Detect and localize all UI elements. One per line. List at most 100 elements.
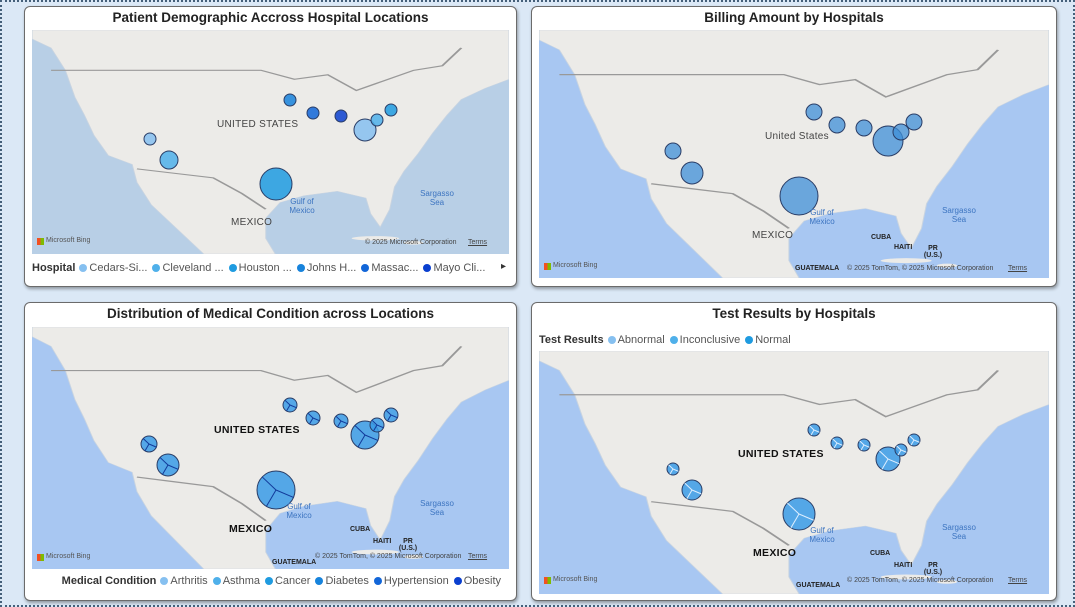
map-label: Atl <box>499 170 509 179</box>
location-bubble <box>353 118 377 142</box>
pie-slice-edge <box>373 424 378 432</box>
pie-slice-edge <box>909 435 915 441</box>
pie-slice-edge <box>790 513 800 529</box>
map-label: Gulf of Mexico <box>289 197 315 215</box>
pie-slice-edge <box>672 468 679 472</box>
legend-swatch <box>669 335 678 344</box>
map-label: PR (U.S.) <box>398 538 418 552</box>
pie-slice-edge <box>261 476 277 491</box>
map[interactable]: UNITED STATES MEXICO Gulf of Mexico Sargass… <box>32 30 509 254</box>
map-label[interactable]: Terms <box>468 553 488 560</box>
legend: Medical Condition Arthritis Asthma Cancer Di… <box>62 575 506 587</box>
location-bubble <box>664 142 682 160</box>
pie-slice-edge <box>385 409 392 416</box>
border <box>51 47 463 92</box>
pie-slice-edge <box>340 420 348 425</box>
pie-slice-edge <box>836 442 843 446</box>
panel: Billing Amount by Hospitals United State… <box>531 6 1057 287</box>
pie-slice-edge <box>335 415 342 422</box>
map-label: Microsoft Bing <box>553 576 598 583</box>
legend-label: Mayo Cli... <box>433 262 486 274</box>
pie-slice-edge <box>809 425 815 431</box>
pie-slice-edge <box>167 464 179 470</box>
legend-next-arrow[interactable]: ▸ <box>501 261 507 272</box>
map-label: Sargasso Sea <box>420 189 454 207</box>
legend-label: Asthma <box>222 575 260 587</box>
pie-slice-edge <box>354 425 366 436</box>
map-label: Microsoft Bing <box>46 237 91 244</box>
map-label: At <box>1039 176 1049 185</box>
island <box>404 241 424 245</box>
border <box>136 168 267 210</box>
border <box>51 346 463 394</box>
legend-label: Obesity <box>463 575 501 587</box>
map[interactable]: United States MEXICO Gulf of Mexico Sargass… <box>539 30 1049 278</box>
pie-slice-edge <box>896 445 902 451</box>
pie-slice-edge <box>357 434 366 448</box>
land <box>32 30 509 254</box>
pie-slice-edge <box>159 457 169 466</box>
island <box>936 263 958 268</box>
bing-logo <box>37 238 44 245</box>
location-bubble <box>805 103 823 121</box>
legend-item: Arthritis <box>160 575 208 587</box>
panel-title: Test Results by Hospitals <box>712 306 876 321</box>
map-label[interactable]: Terms <box>1008 577 1028 584</box>
panel-title: Patient Demographic Accross Hospital Loc… <box>112 10 429 25</box>
map-label: © 2025 TomTom, © 2025 Microsoft Corporat… <box>847 265 994 272</box>
legend-swatch <box>373 576 382 585</box>
border <box>136 476 267 521</box>
legend-item: Johns H... <box>296 262 356 274</box>
location-bubble <box>855 119 873 137</box>
map-label[interactable]: Terms <box>468 239 488 246</box>
pie-slice-edge <box>668 464 674 470</box>
map[interactable]: UNITED STATES MEXICO Gulf of Mexico Sargass… <box>32 327 509 569</box>
location-bubble <box>370 113 384 127</box>
map-label: Gulf of Mexico <box>809 208 835 226</box>
pie-slice-edge <box>162 464 169 475</box>
pie-slice-edge <box>887 458 900 465</box>
map-label: © 2025 TomTom, © 2025 Microsoft Corporat… <box>847 577 994 584</box>
land <box>32 327 509 569</box>
pie-slice-edge <box>148 443 157 448</box>
panel: Distribution of Medical Condition across… <box>24 302 517 601</box>
pie-slice-edge <box>669 468 674 475</box>
panel-title: Billing Amount by Hospitals <box>704 10 884 25</box>
location-bubble <box>892 123 910 141</box>
pie-slice-edge <box>810 429 815 436</box>
map-label: United States <box>765 131 829 142</box>
location-bubble <box>905 113 923 131</box>
pie-slice-edge <box>275 489 294 498</box>
pie-slice-edge <box>691 489 702 495</box>
location-bubble <box>283 93 297 107</box>
map-label[interactable]: Terms <box>1008 265 1028 272</box>
legend-label: Cedars-Si... <box>89 262 148 274</box>
map-label: At <box>1039 496 1049 505</box>
pie-slice-edge <box>307 412 314 419</box>
pie-slice-edge <box>832 438 838 444</box>
pie-slice-edge <box>798 513 814 521</box>
land <box>539 351 1049 594</box>
location-bubble <box>259 167 293 201</box>
map-label: © 2025 Microsoft Corporation <box>365 239 457 246</box>
location-bubble <box>384 103 398 117</box>
legend-label: Hypertension <box>383 575 449 587</box>
legend-item: Normal <box>745 334 791 346</box>
land-layer <box>32 327 509 569</box>
legend: Test Results Abnormal Inconclusive Normal <box>539 334 796 346</box>
pie-slice-edge <box>312 417 320 422</box>
map-canvas <box>32 327 509 569</box>
pie-slice-edge <box>881 458 889 470</box>
map-label: UNITED STATES <box>214 424 300 436</box>
pie-slice-edge <box>286 404 291 412</box>
map-label: GUATEMALA <box>272 559 317 566</box>
legend-swatch <box>212 576 221 585</box>
pie-slice-edge <box>833 442 838 449</box>
map[interactable]: UNITED STATES MEXICO Gulf of Mexico Sargass… <box>539 351 1049 594</box>
map-label: Gulf of Mexico <box>286 502 312 520</box>
legend-item: Inconclusive <box>669 334 740 346</box>
map-label: CUBA <box>870 550 891 557</box>
legend-item: Massac... <box>361 262 418 274</box>
map-label: Atl <box>499 495 509 504</box>
pie-slice-edge <box>900 449 907 453</box>
